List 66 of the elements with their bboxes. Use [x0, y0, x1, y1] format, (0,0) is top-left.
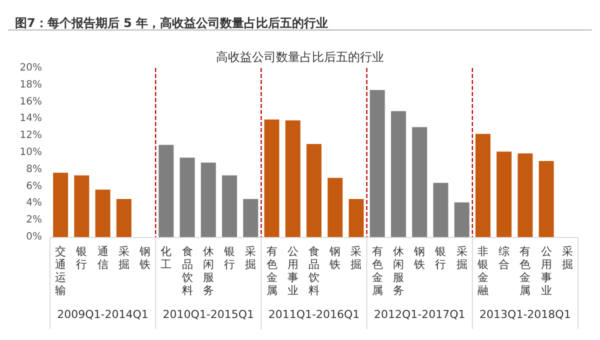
x-tick-label: 交通运输: [55, 245, 66, 297]
x-tick-label: 非银金融: [476, 245, 488, 297]
bar: [243, 198, 258, 237]
text: 2012Q1-2017Q1: [374, 308, 466, 321]
bar: [222, 175, 238, 237]
bar: [496, 152, 512, 237]
text: 2009Q1-2014Q1: [57, 308, 148, 321]
x-tick-label: 银行: [434, 245, 446, 271]
x-tick-label: 钢铁: [138, 245, 151, 271]
x-tick-label: 公用事业: [287, 245, 298, 297]
y-tick-label: 4%: [26, 198, 42, 209]
bar: [116, 198, 132, 237]
bar: [158, 144, 174, 237]
bar: [74, 175, 90, 237]
text: 2013Q1-2018Q1: [480, 308, 571, 321]
y-tick-label: 20%: [20, 62, 42, 74]
bar: [264, 120, 280, 237]
bar: [328, 178, 343, 237]
text: 2010Q1-2015Q1: [162, 308, 254, 321]
x-tick-label: 综合: [498, 245, 510, 271]
bar: [200, 162, 216, 237]
bar: [538, 160, 554, 237]
x-tick-label: 钢铁: [413, 245, 426, 271]
bar: [390, 111, 406, 237]
bar: [412, 127, 428, 237]
y-tick-label: 10%: [20, 147, 42, 158]
bar: [53, 172, 68, 237]
y-tick-label: 0%: [26, 232, 42, 242]
bar: [285, 120, 300, 237]
x-tick-label: 化工: [160, 245, 172, 271]
x-tick-label: 休闲服务: [392, 245, 404, 297]
bar: [306, 144, 322, 237]
y-tick-label: 6%: [26, 180, 42, 192]
y-tick-label: 2%: [26, 214, 42, 226]
x-tick-label: 休闲服务: [202, 245, 214, 297]
y-tick-label: 8%: [26, 164, 42, 175]
bar: [180, 158, 195, 237]
x-tick-label: 食品饮料: [180, 245, 193, 297]
bar: [454, 202, 470, 237]
bar: [95, 190, 110, 237]
y-tick-label: 16%: [20, 96, 42, 108]
y-tick-label: 18%: [20, 79, 42, 90]
x-tick-label: 采掘: [456, 245, 468, 271]
bar: [370, 90, 385, 237]
chart-title: 图7：每个报告期后 5 年，高收益公司数量占比后五的行业: [15, 16, 328, 30]
bar: [348, 198, 364, 237]
x-tick-label: 银行: [75, 245, 88, 271]
x-tick-label: 公用事业: [540, 245, 552, 297]
x-tick-label: 钢铁: [328, 245, 341, 271]
chart-subtitle: 高收益公司数量占比后五的行业: [216, 50, 384, 64]
x-tick-label: 采掘: [245, 245, 256, 271]
x-tick-label: 有色金属: [372, 245, 383, 297]
x-tick-label: 银行: [223, 245, 236, 271]
x-tick-label: 食品饮料: [308, 245, 320, 297]
bar: [518, 153, 533, 237]
text: 2011Q1-2016Q1: [268, 308, 360, 321]
x-tick-label: 有色金属: [520, 245, 531, 297]
y-tick-label: 12%: [20, 130, 42, 142]
x-tick-label: 采掘: [350, 245, 362, 271]
bar: [433, 182, 448, 237]
x-tick-label: 采掘: [562, 245, 573, 271]
x-tick-label: 有色金属: [266, 245, 278, 297]
x-tick-label: 通信: [97, 245, 108, 271]
x-tick-label: 采掘: [118, 245, 130, 271]
bar: [475, 134, 490, 237]
y-tick-label: 14%: [20, 113, 42, 124]
